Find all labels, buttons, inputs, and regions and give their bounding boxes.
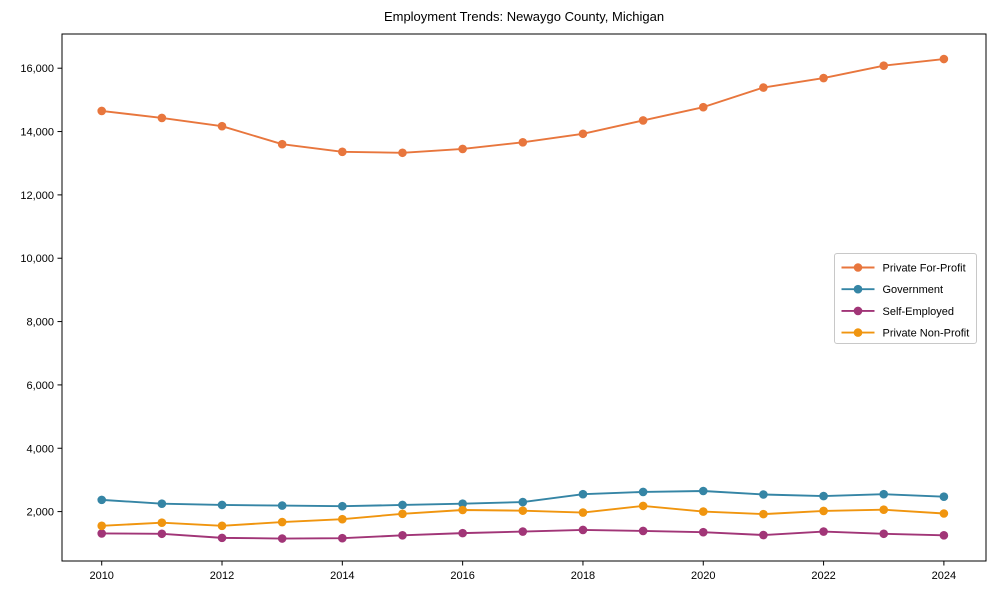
data-point-self-employed-2015 [398,531,407,540]
data-point-government-2015 [398,500,407,510]
data-point-self-employed-2016 [458,528,467,538]
data-point-self-employed-2023 [879,529,889,539]
data-point-self-employed-2011 [157,529,167,539]
data-point-private-for-profit-2012 [217,121,227,131]
data-point-private-non-profit-2011 [157,518,167,527]
data-point-self-employed-2021 [759,530,768,540]
legend-label: Government [883,284,944,296]
data-point-private-non-profit-2023 [879,505,889,514]
data-point-private-non-profit-2012 [217,521,227,531]
data-point-private-non-profit-2013 [277,517,287,527]
legend-marker [853,284,863,294]
data-point-self-employed-2012 [217,533,227,543]
x-tick-label: 2016 [450,570,474,582]
data-point-government-2010 [97,495,107,505]
data-point-private-for-profit-2023 [879,61,889,70]
data-point-self-employed-2019 [638,526,648,536]
data-point-government-2018 [578,489,588,499]
y-tick-label: 16,000 [20,63,54,75]
data-point-private-non-profit-2018 [578,508,588,517]
data-point-private-non-profit-2021 [759,509,768,519]
data-point-private-non-profit-2014 [338,514,347,524]
y-tick-label: 12,000 [20,190,54,202]
data-point-self-employed-2017 [518,527,528,536]
x-tick-label: 2010 [89,570,113,582]
data-point-government-2012 [217,500,227,510]
data-point-self-employed-2018 [578,525,588,535]
data-point-self-employed-2013 [277,534,287,543]
data-point-private-for-profit-2019 [638,116,648,125]
y-tick-label: 6,000 [26,380,54,392]
legend-marker [853,328,863,337]
legend-label: Private For-Profit [883,263,966,275]
data-point-government-2020 [698,486,708,496]
data-point-private-for-profit-2018 [578,129,588,139]
chart-title: Employment Trends: Newaygo County, Michi… [384,9,664,24]
legend-marker [853,263,863,272]
x-tick-label: 2020 [691,570,715,582]
data-point-private-non-profit-2019 [638,501,648,511]
data-point-self-employed-2024 [939,531,949,540]
data-point-private-non-profit-2024 [939,509,949,518]
data-point-government-2023 [879,489,889,499]
y-tick-label: 8,000 [26,317,54,329]
x-tick-label: 2022 [811,570,835,582]
data-point-government-2021 [759,490,768,499]
x-tick-label: 2014 [330,570,354,582]
data-point-government-2017 [518,497,528,507]
data-point-private-non-profit-2016 [458,505,467,515]
data-point-government-2024 [939,492,949,502]
data-point-private-non-profit-2015 [398,509,407,519]
data-point-private-non-profit-2017 [518,506,528,515]
data-point-self-employed-2010 [97,529,107,538]
data-point-government-2014 [338,501,347,511]
legend-label: Self-Employed [883,306,955,318]
data-point-private-non-profit-2022 [819,506,828,516]
data-point-private-for-profit-2021 [759,83,768,92]
data-point-private-for-profit-2017 [518,138,528,147]
y-tick-label: 2,000 [26,507,54,519]
data-point-private-for-profit-2022 [819,73,828,83]
data-point-private-for-profit-2020 [698,102,708,112]
data-point-self-employed-2020 [698,527,708,537]
data-point-private-non-profit-2010 [97,521,107,531]
y-tick-label: 14,000 [20,127,54,139]
data-point-self-employed-2022 [819,527,828,536]
x-tick-label: 2024 [932,570,956,582]
data-point-private-for-profit-2010 [97,106,107,116]
legend-box [834,253,977,344]
data-point-government-2019 [638,487,648,497]
legend-label: Private Non-Profit [883,328,970,340]
y-tick-label: 10,000 [20,253,54,265]
data-point-private-for-profit-2011 [157,113,167,123]
data-point-private-for-profit-2016 [458,144,467,154]
y-tick-label: 4,000 [26,443,54,455]
data-point-private-for-profit-2013 [277,139,287,149]
x-tick-label: 2012 [210,570,234,582]
legend-marker [853,306,863,316]
data-point-self-employed-2014 [338,533,347,543]
data-point-private-non-profit-2020 [698,507,708,516]
data-point-private-for-profit-2015 [398,148,407,158]
plot-frame [61,33,987,562]
data-point-private-for-profit-2014 [338,147,347,157]
data-point-government-2011 [157,499,167,508]
data-point-government-2013 [277,501,287,510]
data-point-government-2022 [819,491,828,501]
x-tick-label: 2018 [571,570,595,582]
plot-area: 2,000 4,000 6,000 8,000 10,000 12,000 14,000 16… [20,33,987,582]
data-point-government-2016 [458,499,467,508]
data-point-private-for-profit-2024 [939,54,949,64]
